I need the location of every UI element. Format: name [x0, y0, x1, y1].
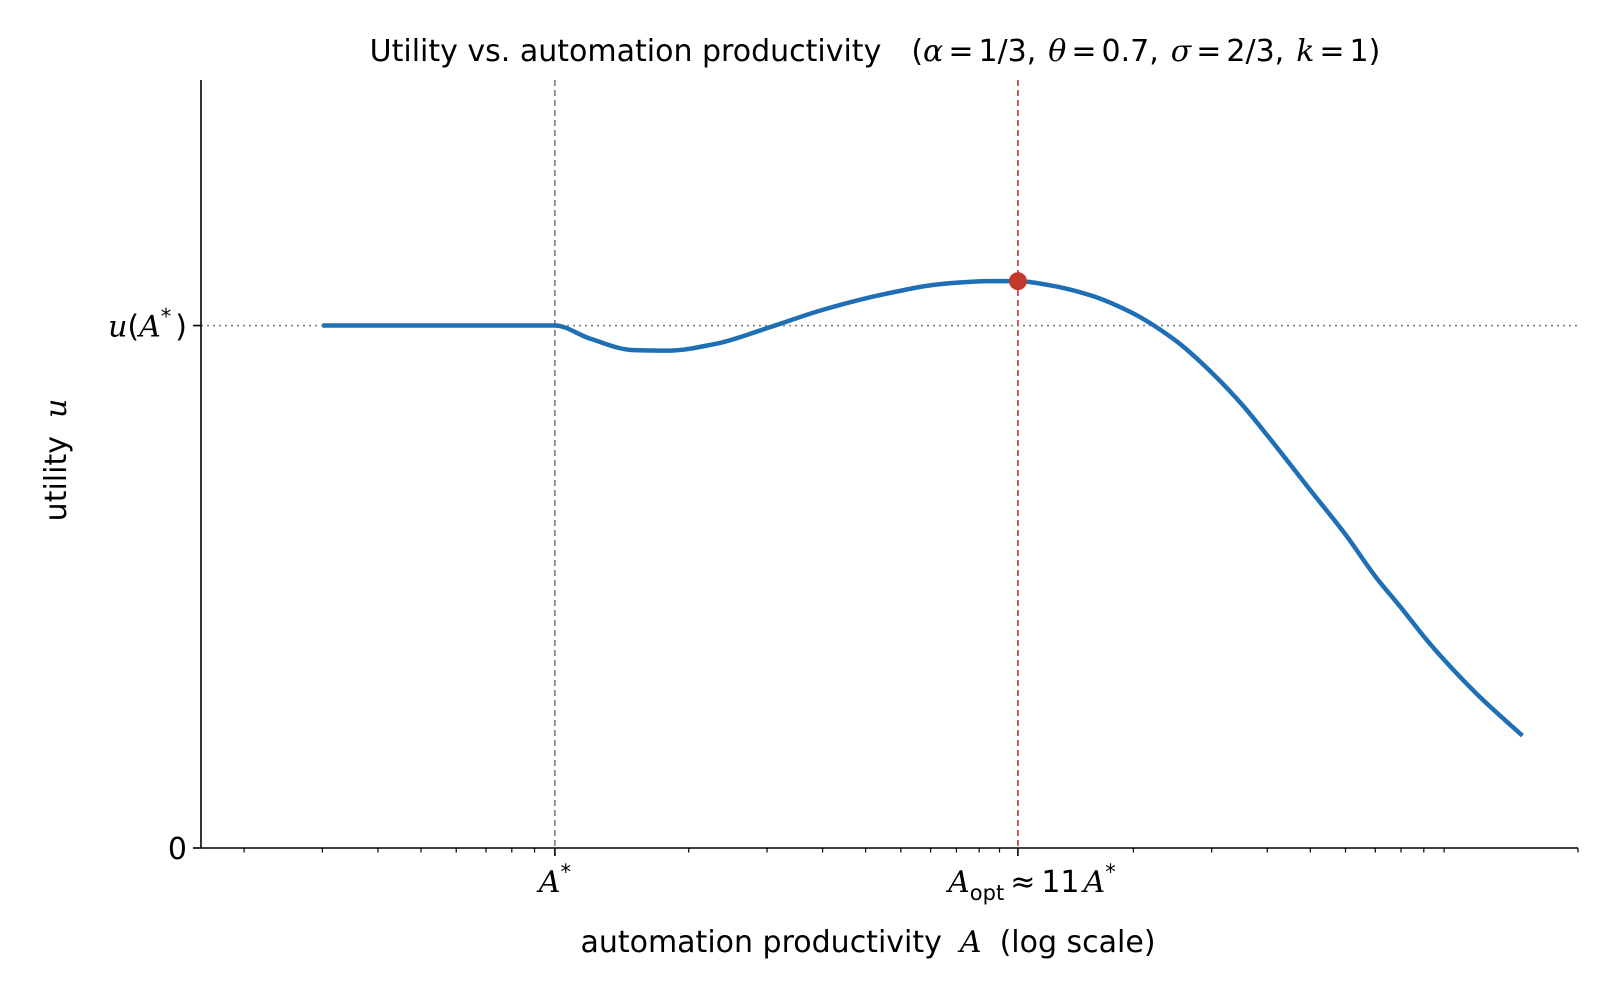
- optimum-marker: [1008, 272, 1027, 291]
- x-tick-label-a-star: A*: [536, 860, 571, 900]
- y-tick-label-zero: 0: [168, 832, 187, 867]
- x-minor-ticks: [243, 848, 1579, 853]
- x-axis-label: automation productivity A (log scale): [580, 925, 1155, 960]
- y-axis-label: utilityu: [39, 399, 74, 522]
- y-tick-label-u-star: u(A*): [108, 305, 187, 345]
- chart-title: Utility vs. automation productivity (α = 1/…: [370, 34, 1381, 69]
- series-line: [322, 278, 1524, 738]
- x-tick-label-a-opt: Aopt ≈11 A*: [945, 860, 1116, 905]
- chart-title-main: Utility vs. automation productivity: [370, 34, 882, 69]
